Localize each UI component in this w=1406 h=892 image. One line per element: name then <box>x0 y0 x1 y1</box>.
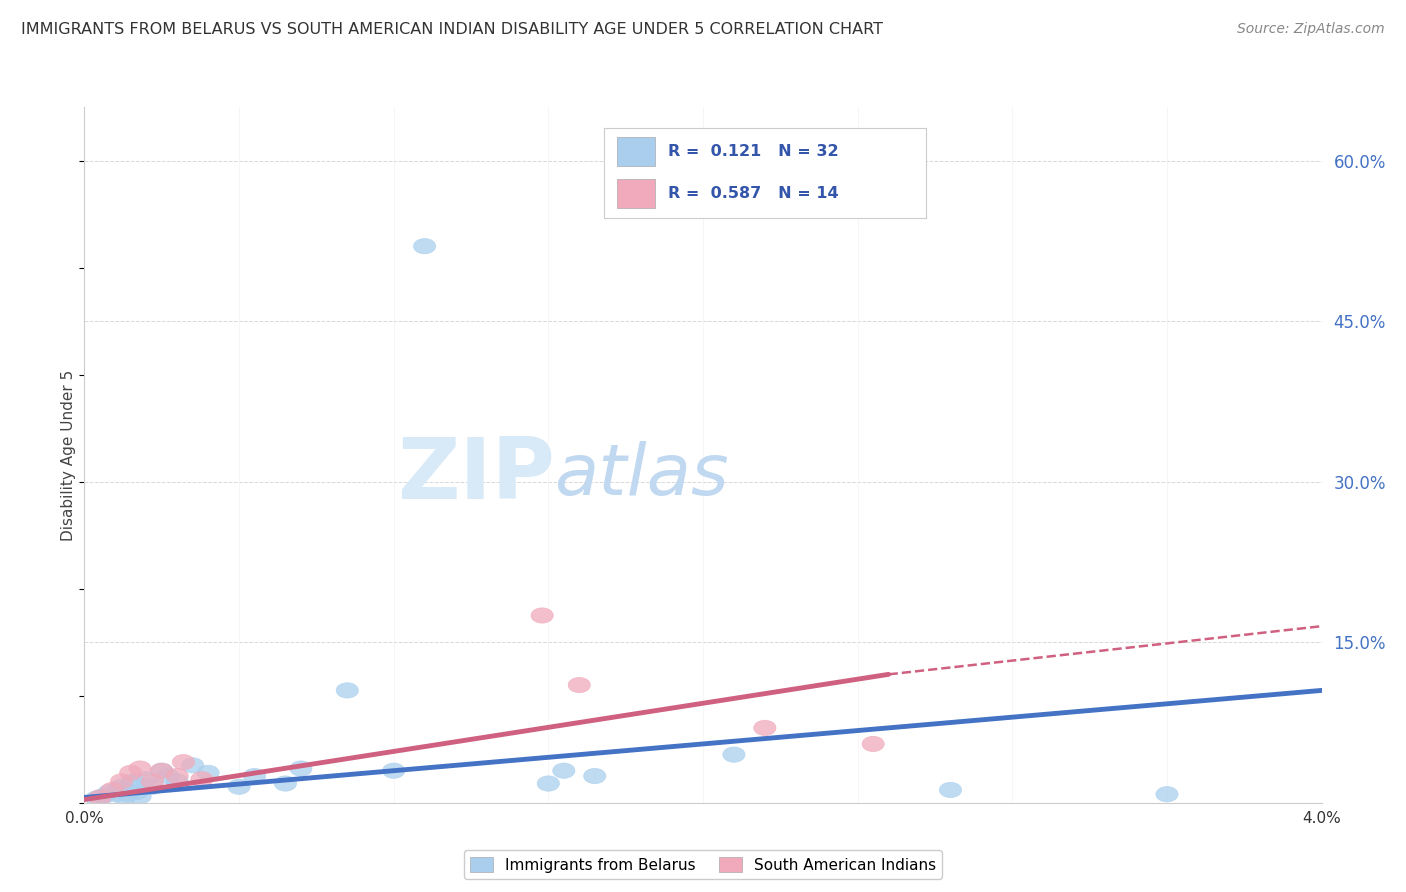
Ellipse shape <box>166 773 188 789</box>
Ellipse shape <box>114 789 136 805</box>
Ellipse shape <box>191 772 214 787</box>
Ellipse shape <box>723 747 745 763</box>
Ellipse shape <box>120 776 142 791</box>
Ellipse shape <box>141 779 163 795</box>
Ellipse shape <box>862 736 884 752</box>
Ellipse shape <box>117 787 139 802</box>
Ellipse shape <box>166 768 188 784</box>
Ellipse shape <box>86 791 108 806</box>
Ellipse shape <box>553 763 575 779</box>
Ellipse shape <box>568 677 591 693</box>
Ellipse shape <box>150 763 173 779</box>
Ellipse shape <box>274 776 297 791</box>
Ellipse shape <box>583 768 606 784</box>
Ellipse shape <box>290 761 312 776</box>
Ellipse shape <box>150 763 173 779</box>
Text: IMMIGRANTS FROM BELARUS VS SOUTH AMERICAN INDIAN DISABILITY AGE UNDER 5 CORRELAT: IMMIGRANTS FROM BELARUS VS SOUTH AMERICA… <box>21 22 883 37</box>
Ellipse shape <box>382 763 405 779</box>
Ellipse shape <box>125 784 148 800</box>
Ellipse shape <box>228 779 250 795</box>
Ellipse shape <box>181 757 204 773</box>
Ellipse shape <box>172 755 194 770</box>
Ellipse shape <box>110 779 132 795</box>
Ellipse shape <box>156 768 179 784</box>
Ellipse shape <box>101 782 124 797</box>
Ellipse shape <box>98 784 121 800</box>
Ellipse shape <box>135 772 157 787</box>
Ellipse shape <box>336 682 359 698</box>
Ellipse shape <box>129 789 152 804</box>
Ellipse shape <box>141 773 163 789</box>
Text: ZIP: ZIP <box>396 434 554 517</box>
Ellipse shape <box>243 768 266 784</box>
Ellipse shape <box>129 761 152 776</box>
Ellipse shape <box>91 789 114 804</box>
Ellipse shape <box>1156 787 1178 802</box>
Ellipse shape <box>110 773 132 789</box>
Ellipse shape <box>939 782 962 797</box>
Y-axis label: Disability Age Under 5: Disability Age Under 5 <box>60 369 76 541</box>
Ellipse shape <box>537 776 560 791</box>
Ellipse shape <box>122 773 145 789</box>
Ellipse shape <box>104 787 127 802</box>
Text: atlas: atlas <box>554 442 730 510</box>
Ellipse shape <box>754 720 776 736</box>
Ellipse shape <box>120 765 142 780</box>
Ellipse shape <box>531 607 554 624</box>
Ellipse shape <box>89 789 111 805</box>
Ellipse shape <box>107 782 129 797</box>
Legend: Immigrants from Belarus, South American Indians: Immigrants from Belarus, South American … <box>464 850 942 879</box>
Text: Source: ZipAtlas.com: Source: ZipAtlas.com <box>1237 22 1385 37</box>
Ellipse shape <box>413 238 436 254</box>
Ellipse shape <box>197 765 219 780</box>
